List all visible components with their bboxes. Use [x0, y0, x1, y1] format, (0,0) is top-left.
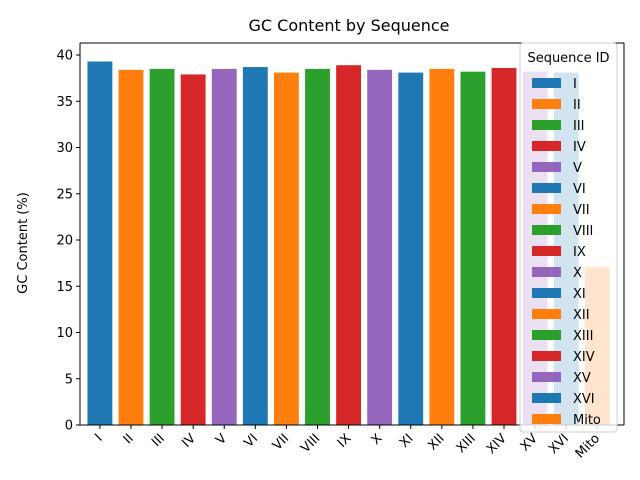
legend-items: IIIIIIIVVVIVIIVIIIIXXXIXIIXIIIXIVXVXVIMi…	[532, 77, 601, 428]
y-tick-label: 5	[65, 372, 73, 387]
x-tick-label: XV	[518, 431, 541, 454]
y-tick-label: 15	[56, 280, 73, 295]
x-tick-label: XIV	[484, 431, 510, 457]
legend-label: XII	[573, 308, 590, 323]
legend-swatch	[532, 309, 561, 319]
legend-label: XIV	[573, 350, 595, 365]
x-tick-label: IX	[335, 431, 355, 451]
legend-label: XI	[573, 287, 586, 302]
bar-ii	[118, 69, 144, 425]
legend-swatch	[532, 393, 561, 403]
legend-label: I	[573, 77, 577, 92]
legend-label: II	[573, 98, 581, 113]
legend-swatch	[532, 141, 561, 151]
legend-swatch	[532, 99, 561, 109]
bar-viii	[305, 68, 330, 426]
legend-swatch	[532, 120, 561, 130]
legend-swatch	[532, 246, 561, 256]
bar-v	[211, 68, 237, 426]
legend-swatch	[532, 288, 561, 298]
legend-swatch	[532, 78, 561, 88]
legend-label: IV	[573, 140, 586, 155]
legend-title: Sequence ID	[527, 51, 609, 66]
bar-vii	[273, 72, 299, 425]
legend-label: XV	[573, 371, 591, 386]
legend-label: VI	[573, 182, 586, 197]
y-tick-label: 25	[56, 187, 73, 202]
legend-label: XIII	[573, 329, 593, 344]
bar-iii	[149, 68, 175, 426]
legend-label: III	[573, 119, 585, 134]
x-tick-label: XII	[425, 431, 447, 453]
legend-swatch	[532, 162, 561, 172]
legend-label: VII	[573, 203, 590, 218]
y-axis-label: GC Content (%)	[16, 192, 31, 294]
bar-i	[87, 61, 113, 425]
y-tick-label: 20	[56, 234, 73, 249]
bar-xiv	[491, 67, 517, 425]
x-tick-label: Mito	[573, 431, 603, 461]
legend-label: V	[573, 161, 582, 176]
x-tick-label: VII	[270, 431, 292, 453]
bar-xii	[429, 68, 455, 426]
legend-label: VIII	[573, 224, 593, 239]
y-tick-label: 0	[65, 419, 73, 434]
y-tick-label: 40	[56, 49, 73, 64]
x-tick-label: XIII	[454, 431, 479, 456]
x-tick-label: III	[149, 431, 168, 450]
y-tick-label: 35	[56, 95, 73, 110]
legend-swatch	[532, 372, 561, 382]
bar-xi	[398, 72, 424, 425]
legend-label: XVI	[573, 392, 595, 407]
x-tick-label: X	[369, 431, 386, 448]
x-tick-label: I	[92, 431, 105, 444]
legend-swatch	[532, 351, 561, 361]
x-tick-label: VI	[242, 431, 262, 451]
legend-swatch	[532, 267, 561, 277]
x-tick-label: XVI	[546, 431, 572, 457]
legend-label: IX	[573, 245, 586, 260]
x-tick-label: IV	[179, 431, 199, 451]
x-tick-label: XI	[397, 431, 417, 451]
legend-label: Mito	[573, 413, 601, 428]
bar-ix	[336, 65, 362, 425]
legend: Sequence ID IIIIIIIVVVIVIIVIIIIXXXIXIIXI…	[519, 42, 618, 433]
legend-swatch	[532, 330, 561, 340]
legend-swatch	[532, 225, 561, 235]
bar-vi	[242, 67, 268, 426]
legend-swatch	[532, 414, 561, 424]
x-tick-label: II	[121, 431, 137, 447]
y-tick-label: 30	[56, 141, 73, 156]
legend-label: X	[573, 266, 582, 281]
y-tick-label: 10	[56, 326, 73, 341]
bar-x	[367, 69, 393, 425]
bar-xiii	[460, 71, 486, 426]
x-tick-label: V	[213, 431, 230, 448]
chart-title: GC Content by Sequence	[248, 16, 449, 35]
legend-swatch	[532, 204, 561, 214]
legend-swatch	[532, 183, 561, 193]
x-tick-label: VIII	[298, 431, 323, 456]
bar-iv	[180, 74, 206, 425]
